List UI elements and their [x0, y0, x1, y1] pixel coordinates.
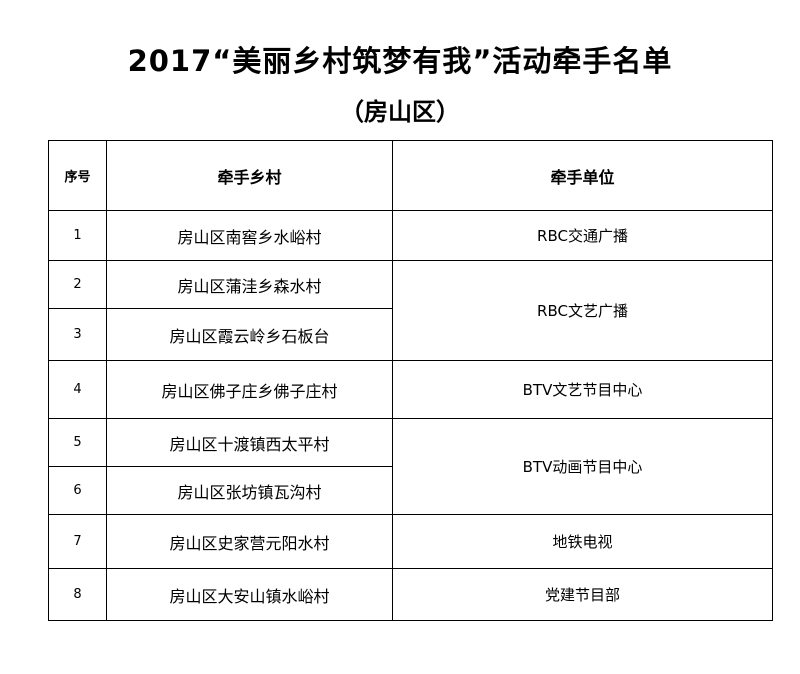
table-row: 2 房山区蒲洼乡森水村 RBC文艺广播 — [48, 260, 773, 361]
table-row: 7 房山区史家营元阳水村 地铁电视 — [48, 514, 773, 569]
table-row: 6 房山区张坊镇瓦沟村 — [48, 466, 773, 515]
row-village: 房山区佛子庄乡佛子庄村 — [106, 360, 393, 419]
row-no: 4 — [48, 360, 107, 419]
header-no: 序号 — [48, 140, 107, 211]
row-village: 房山区蒲洼乡森水村 — [106, 260, 393, 309]
row-no: 3 — [48, 308, 107, 361]
header-unit: 牵手单位 — [392, 140, 773, 211]
row-unit: 地铁电视 — [392, 514, 773, 569]
page-title: 2017“美丽乡村筑梦有我”活动牵手名单 — [127, 44, 673, 78]
row-village: 房山区十渡镇西太平村 — [106, 418, 393, 467]
table-row: 1 房山区南窖乡水峪村 RBC交通广播 — [48, 210, 773, 261]
row-unit: RBC文艺广播 — [392, 260, 773, 361]
row-unit: 党建节目部 — [392, 568, 773, 621]
row-village: 房山区张坊镇瓦沟村 — [106, 466, 393, 515]
table-row: 5 房山区十渡镇西太平村 BTV动画节目中心 — [48, 418, 773, 515]
row-no: 2 — [48, 260, 107, 309]
row-no: 7 — [48, 514, 107, 569]
row-village: 房山区史家营元阳水村 — [106, 514, 393, 569]
header-village: 牵手乡村 — [106, 140, 393, 211]
table-header: 序号 牵手乡村 牵手单位 — [48, 140, 773, 211]
page-subtitle: （房山区） — [340, 98, 460, 126]
row-village: 房山区霞云岭乡石板台 — [106, 308, 393, 361]
row-unit: RBC交通广播 — [392, 210, 773, 261]
row-no: 1 — [48, 210, 107, 261]
row-no: 8 — [48, 568, 107, 621]
row-no: 5 — [48, 418, 107, 467]
row-village: 房山区大安山镇水峪村 — [106, 568, 393, 621]
row-unit: BTV动画节目中心 — [392, 418, 773, 515]
row-no: 6 — [48, 466, 107, 515]
table-row: 8 房山区大安山镇水峪村 党建节目部 — [48, 568, 773, 621]
row-unit: BTV文艺节目中心 — [392, 360, 773, 419]
pairing-table: 序号 牵手乡村 牵手单位 1 房山区南窖乡水峪村 RBC交通广播 2 房山区蒲洼… — [48, 140, 773, 621]
row-village: 房山区南窖乡水峪村 — [106, 210, 393, 261]
table-row: 4 房山区佛子庄乡佛子庄村 BTV文艺节目中心 — [48, 360, 773, 419]
